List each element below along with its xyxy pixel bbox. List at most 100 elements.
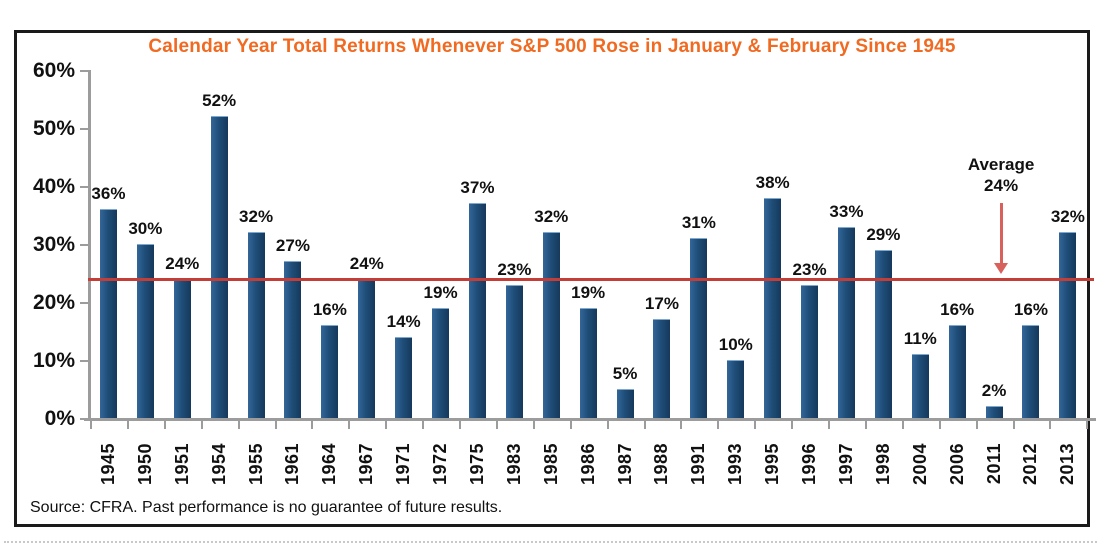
y-axis-tick-label: 0% — [44, 407, 75, 430]
x-axis-tick — [274, 421, 277, 429]
x-axis-tick — [754, 421, 757, 429]
bar-value-label: 27% — [275, 236, 310, 256]
down-arrow-icon — [994, 203, 1009, 274]
y-axis-line — [88, 70, 91, 421]
x-axis-tick — [1049, 421, 1052, 429]
x-axis-year-label: 1972 — [430, 442, 451, 486]
y-axis-tick-label: 40% — [32, 175, 75, 198]
x-axis-tick — [532, 421, 535, 429]
chart-frame: Calendar Year Total Returns Whenever S&P… — [14, 30, 1097, 527]
x-axis-tick — [311, 421, 314, 429]
x-axis-year-label: 1975 — [466, 442, 487, 486]
x-axis-tick — [680, 421, 683, 429]
bar — [358, 278, 376, 418]
average-annotation-line1: Average — [967, 155, 1035, 174]
y-axis-tick — [80, 244, 88, 246]
x-axis-tick — [385, 421, 388, 429]
bar — [321, 325, 339, 418]
bar — [1022, 325, 1040, 418]
x-axis-tick — [1012, 421, 1015, 429]
bar — [616, 389, 634, 418]
bar — [468, 203, 486, 418]
bar-value-label: 14% — [386, 311, 421, 331]
bar — [579, 307, 597, 418]
x-axis-tick — [495, 421, 498, 429]
bar — [727, 360, 745, 418]
x-axis-line — [84, 418, 1097, 421]
source-note: Source: CFRA. Past performance is no gua… — [30, 499, 503, 516]
bar-value-label: 19% — [423, 282, 458, 302]
bar — [432, 307, 450, 418]
bar-value-label: 16% — [312, 300, 347, 320]
bar — [136, 244, 154, 418]
x-axis-year-label: 1950 — [134, 442, 155, 486]
x-axis-tick — [901, 421, 904, 429]
x-axis-tick — [163, 421, 166, 429]
bar-value-label: 10% — [718, 335, 753, 354]
x-axis-tick — [569, 421, 572, 429]
bar — [505, 284, 523, 418]
bar — [542, 232, 560, 418]
x-axis-tick — [643, 421, 646, 429]
x-axis-tick — [791, 421, 794, 429]
chart-title: Calendar Year Total Returns Whenever S&P… — [148, 36, 956, 57]
y-axis-tick — [80, 418, 88, 420]
x-axis-tick — [828, 421, 830, 429]
x-axis-year-label: 1996 — [799, 442, 820, 486]
bar — [99, 209, 117, 418]
bar-value-label: 11% — [903, 329, 937, 349]
bar-value-label: 32% — [534, 207, 569, 227]
x-axis-tick — [90, 421, 92, 429]
x-axis-tick — [200, 421, 203, 429]
x-axis-tick — [975, 421, 978, 429]
x-axis-year-label: 1993 — [725, 442, 746, 486]
y-axis-tick — [80, 186, 88, 188]
x-axis-year-label: 1995 — [762, 442, 783, 486]
bar-value-label: 32% — [239, 207, 274, 227]
bar — [690, 238, 708, 418]
bar — [1059, 232, 1077, 418]
bar-value-label: 33% — [829, 201, 864, 221]
x-axis-year-label: 1983 — [503, 442, 524, 486]
bar — [948, 325, 966, 418]
x-axis-tick — [422, 421, 425, 429]
bar — [837, 226, 855, 418]
x-axis-tick — [864, 421, 867, 429]
bar-value-label: 17% — [644, 294, 679, 314]
x-axis-year-label: 2004 — [909, 442, 930, 486]
x-axis-year-label: 2011 — [983, 443, 1004, 485]
bar — [173, 278, 191, 418]
y-axis-tick — [80, 128, 88, 130]
bar-value-label: 52% — [202, 91, 237, 111]
bar-value-label: 24% — [165, 253, 200, 273]
y-axis-tick-label: 50% — [32, 117, 75, 140]
bar-value-label: 31% — [681, 213, 716, 233]
y-axis-tick — [80, 302, 88, 304]
bar-value-label: 30% — [128, 219, 163, 238]
x-axis-year-label: 1967 — [356, 442, 377, 486]
bar-value-label: 29% — [866, 224, 901, 244]
y-axis-tick-label: 20% — [32, 291, 75, 314]
x-axis-year-label: 1945 — [97, 442, 118, 486]
bar-value-label: 16% — [1013, 300, 1048, 320]
bar-value-label: 24% — [349, 253, 384, 273]
bar — [395, 336, 413, 418]
bar — [764, 197, 782, 418]
x-axis-year-label: 1986 — [577, 442, 598, 486]
x-axis-year-label: 1951 — [171, 442, 192, 486]
x-axis-year-label: 1964 — [319, 442, 340, 486]
bar-value-label: 23% — [497, 259, 532, 279]
x-axis-year-label: 2012 — [1020, 442, 1041, 486]
bar — [247, 232, 265, 418]
y-axis-tick — [80, 70, 88, 72]
bar — [801, 284, 819, 418]
bar — [911, 354, 929, 418]
y-axis-tick-label: 30% — [32, 233, 75, 256]
x-axis-year-label: 1985 — [540, 442, 561, 486]
x-axis-year-label: 1998 — [872, 442, 893, 486]
bar — [874, 249, 892, 418]
y-axis-tick-label: 10% — [32, 349, 75, 372]
x-axis-year-label: 1955 — [245, 442, 266, 486]
x-axis-year-label: 1954 — [208, 442, 229, 486]
x-axis-tick — [237, 421, 240, 429]
